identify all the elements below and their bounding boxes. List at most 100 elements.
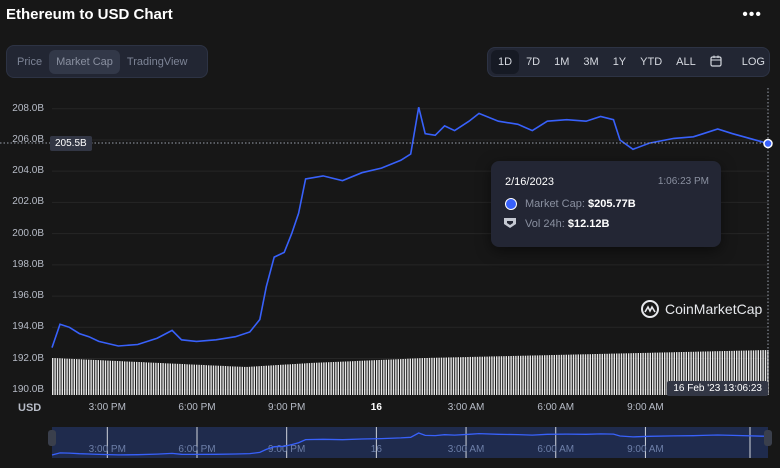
volume-bar (440, 357, 443, 395)
range-ytd[interactable]: YTD (640, 56, 663, 68)
tab-price[interactable]: Price (17, 55, 43, 68)
volume-bar (750, 350, 752, 395)
tab-market-cap[interactable]: Market Cap (49, 49, 120, 74)
volume-bar (697, 351, 699, 395)
volume-bar (584, 354, 587, 395)
volume-bar (431, 357, 433, 395)
log-toggle[interactable]: LOG (741, 56, 765, 68)
y-tick-label: 198.0B (12, 258, 44, 270)
volume-bar (740, 350, 743, 395)
volume-bar (320, 362, 323, 395)
volume-bar (52, 358, 54, 395)
calendar-icon[interactable] (703, 49, 729, 76)
volume-bar (731, 350, 733, 395)
volume-bar (229, 366, 231, 395)
volume-bar (186, 364, 188, 395)
volume-bar (136, 361, 138, 395)
volume-bar (546, 355, 548, 395)
volume-bar (128, 361, 131, 395)
volume-bar (455, 357, 457, 395)
range-7d[interactable]: 7D (526, 56, 541, 68)
current-value-label: 205.5B (50, 136, 92, 151)
range-3m[interactable]: 3M (583, 56, 599, 68)
volume-bar (613, 353, 615, 395)
x-tick-label: 16 (370, 402, 382, 413)
volume-bar (361, 360, 363, 395)
range-1m[interactable]: 1M (554, 56, 570, 68)
x-tick-label: 6:00 PM (178, 402, 216, 413)
volume-bar (126, 361, 128, 395)
volume-bar (419, 358, 421, 395)
volume-bar (241, 366, 243, 395)
volume-bar (707, 351, 709, 395)
volume-bar (392, 359, 395, 395)
volume-bar (733, 350, 735, 395)
volume-bar (80, 359, 83, 395)
volume-bar (414, 358, 416, 395)
volume-bar (644, 352, 647, 395)
volume-bar (253, 366, 255, 395)
volume-bar (596, 354, 599, 395)
y-tick-label: 196.0B (12, 290, 44, 302)
range-all[interactable]: ALL (676, 56, 696, 68)
volume-bar (671, 352, 673, 395)
navigator-tick-label: 16 (371, 444, 383, 455)
navigator-right-handle[interactable] (764, 430, 772, 446)
volume-bar (71, 358, 73, 395)
volume-bar (224, 366, 227, 395)
volume-bar (404, 358, 407, 395)
volume-bar (685, 351, 687, 395)
more-horizontal-icon[interactable]: ••• (742, 6, 762, 23)
volume-bar (443, 357, 445, 395)
volume-bar (512, 355, 515, 395)
volume-bar (181, 364, 183, 395)
volume-bar (248, 366, 251, 395)
volume-bar (140, 362, 143, 395)
volume-bar (712, 351, 714, 395)
volume-bar (448, 357, 450, 395)
volume-bar (349, 361, 351, 395)
range-1y[interactable]: 1Y (612, 56, 627, 68)
volume-bar (275, 365, 277, 395)
navigator-left-handle[interactable] (48, 430, 56, 446)
volume-bar (164, 363, 167, 395)
volume-bar (265, 365, 267, 395)
volume-bar (373, 360, 375, 395)
y-tick-label: 200.0B (12, 227, 44, 239)
volume-bar (536, 355, 539, 395)
volume-bar (323, 362, 325, 395)
volume-bar (416, 358, 419, 395)
volume-bar (534, 355, 536, 395)
volume-bar (368, 360, 371, 395)
volume-bar (380, 359, 383, 395)
volume-bar (661, 352, 663, 395)
volume-bar (210, 365, 212, 395)
volume-bar (421, 358, 423, 395)
volume-bar (217, 365, 219, 395)
volume-bar (148, 362, 150, 395)
volume-bar (289, 364, 291, 395)
volume-bar (316, 362, 318, 395)
volume-bar (726, 351, 728, 395)
volume-bar (268, 365, 270, 395)
volume-bar (188, 364, 191, 395)
tab-tradingview[interactable]: TradingView (126, 55, 188, 68)
volume-bar (493, 356, 495, 395)
volume-bar (59, 358, 61, 395)
volume-bar (635, 353, 637, 395)
volume-bar (205, 365, 207, 395)
y-tick-label: 206.0B (12, 133, 44, 145)
volume-bar (445, 357, 447, 395)
volume-bar (472, 356, 474, 395)
volume-bar (608, 353, 611, 395)
volume-bar (112, 360, 114, 395)
volume-bar (558, 354, 560, 395)
volume-bar (313, 362, 315, 395)
range-1d[interactable]: 1D (491, 50, 520, 74)
coinmarketcap-logo-icon (641, 300, 659, 318)
volume-bar (724, 351, 726, 395)
volume-bar (311, 362, 313, 395)
volume-bar (85, 359, 87, 395)
volume-bar (748, 350, 750, 395)
